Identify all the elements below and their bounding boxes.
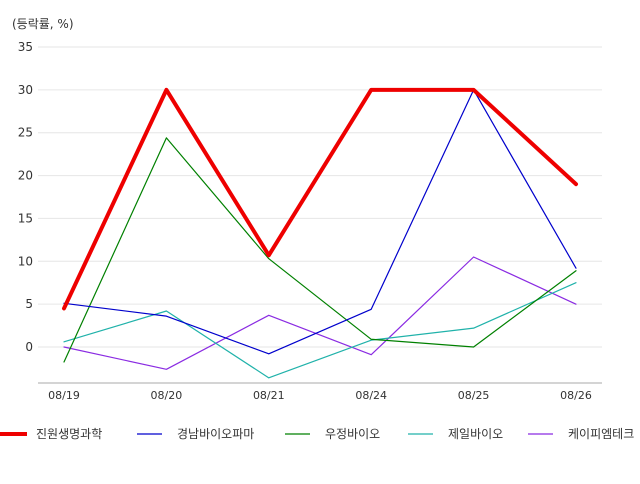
x-tick-label: 08/20 [151, 389, 183, 402]
gridlines [38, 46, 602, 384]
legend-label: 경남바이오파마 [177, 427, 254, 441]
legend-label: 진원생명과학 [36, 427, 102, 441]
x-tick-label: 08/21 [253, 389, 285, 402]
x-tick-label: 08/24 [355, 389, 387, 402]
y-tick-label: 30 [18, 83, 33, 97]
legend-label: 제일바이오 [448, 427, 503, 441]
legend-label: 우정바이오 [325, 427, 380, 441]
y-tick-label: 25 [18, 126, 33, 140]
x-tick-labels: 08/19 08/20 08/21 08/24 08/25 08/26 [48, 389, 592, 402]
series-line [63, 89, 577, 355]
series-line [63, 282, 577, 379]
x-tick-label: 08/25 [458, 389, 490, 402]
y-tick-label: 20 [18, 169, 33, 183]
x-tick-label: 08/26 [560, 389, 592, 402]
y-tick-label: 15 [18, 211, 33, 225]
series-line [63, 137, 577, 363]
y-tick-label: 0 [25, 340, 33, 354]
y-tick-label: 35 [18, 40, 33, 54]
legend-label: 케이피엠테크 [568, 427, 634, 441]
series-line [62, 87, 578, 311]
y-tick-label: 10 [18, 254, 33, 268]
series-line [63, 256, 577, 370]
legend: 진원생명과학 경남바이오파마 우정바이오 제일바이오 케이피엠테크 [0, 427, 634, 441]
x-tick-label: 08/19 [48, 389, 80, 402]
y-tick-label: 5 [25, 297, 33, 311]
series-lines [62, 87, 578, 379]
y-axis-label: (등락률, %) [12, 17, 74, 31]
y-tick-labels: 0 5 10 15 20 25 30 35 [18, 40, 33, 354]
